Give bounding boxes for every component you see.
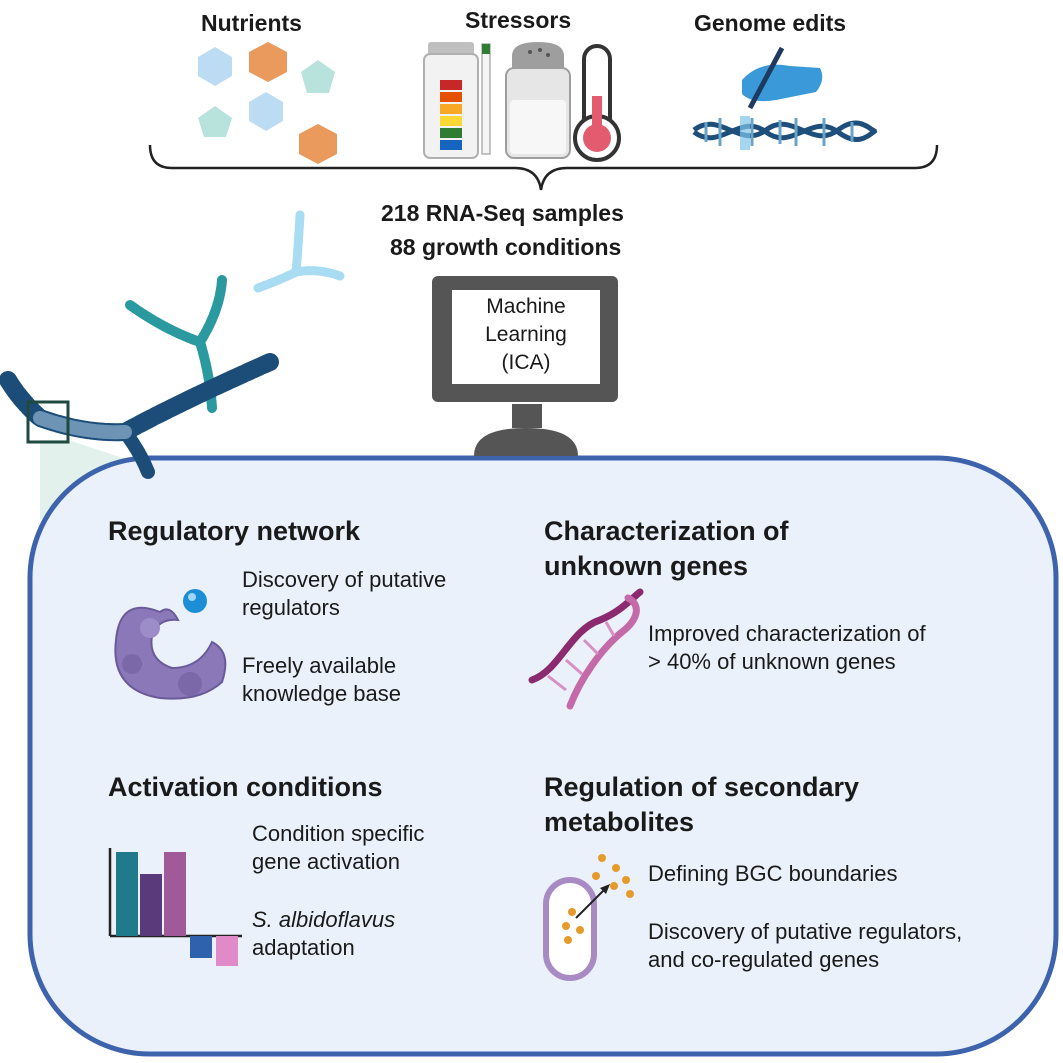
- samples-count: 218 RNA-Seq samples: [381, 200, 624, 226]
- characterization-title-line-2: unknown genes: [544, 551, 749, 581]
- characterization-title: Characterization of unknown genes: [544, 514, 789, 584]
- activation-conditions-title: Activation conditions: [108, 772, 383, 802]
- regulatory-point-1-line-1: Discovery of putative: [242, 567, 447, 592]
- bar-3: [164, 852, 186, 936]
- activation-bar-chart: [108, 848, 242, 966]
- secondary-title-line-1: Regulation of secondary: [544, 772, 860, 802]
- results-panel: [27, 455, 1059, 1057]
- bar-1: [116, 852, 138, 936]
- secondary-point-2-line-1: Discovery of putative regulators,: [648, 919, 963, 944]
- monitor-icon: [432, 276, 618, 456]
- monitor-line-3: (ICA): [501, 351, 551, 374]
- characterization-title-line-1: Characterization of: [544, 516, 789, 546]
- regulatory-point-2-line-2: knowledge base: [242, 681, 402, 706]
- thermometer-icon: [573, 44, 621, 162]
- zoom-square: [26, 400, 70, 444]
- regulatory-point-1: Discovery of putative regulators: [242, 566, 446, 622]
- genome-edits-label: Genome edits: [694, 10, 847, 36]
- regulatory-point-2-line-1: Freely available: [242, 653, 397, 678]
- hyphae-illustration: [0, 210, 345, 479]
- genome-edit-icon: [692, 46, 878, 150]
- nutrients-icon: [198, 42, 337, 164]
- dna-helix-icon: [528, 588, 644, 710]
- secondary-metabolites-title: Regulation of secondary metabolites: [544, 770, 859, 840]
- secondary-point-2: Discovery of putative regulators, and co…: [648, 918, 962, 974]
- nutrients-label: Nutrients: [201, 10, 302, 36]
- secondary-title-line-2: metabolites: [544, 807, 695, 837]
- activation-point-2-line-2: adaptation: [252, 935, 355, 960]
- secondary-point-1: Defining BGC boundaries: [648, 861, 898, 886]
- bar-2: [140, 874, 162, 936]
- activation-point-2-line-1: S. albidoflavus: [252, 907, 396, 932]
- stressors-label: Stressors: [465, 7, 572, 33]
- bacterium-icon: [543, 854, 634, 981]
- ph-strips-icon: [423, 42, 491, 159]
- monitor-line-1: Machine: [486, 295, 566, 318]
- characterization-point-1-line-2: > 40% of unknown genes: [648, 649, 896, 674]
- bar-5: [216, 936, 238, 966]
- characterization-point-1: Improved characterization of > 40% of un…: [648, 620, 926, 676]
- secondary-point-2-line-2: and co-regulated genes: [648, 947, 880, 972]
- monitor-screen-text: Machine Learning (ICA): [452, 293, 600, 377]
- regulatory-network-title: Regulatory network: [108, 516, 361, 546]
- activation-point-1: Condition specific gene activation: [252, 820, 424, 876]
- activation-point-2: S. albidoflavus adaptation: [252, 906, 395, 962]
- characterization-point-1-line-1: Improved characterization of: [648, 621, 926, 646]
- activation-point-1-line-2: gene activation: [252, 849, 400, 874]
- monitor-line-2: Learning: [485, 323, 567, 346]
- bar-4: [190, 936, 212, 958]
- regulatory-point-1-line-2: regulators: [242, 595, 340, 620]
- activation-point-1-line-1: Condition specific: [252, 821, 425, 846]
- regulatory-point-2: Freely available knowledge base: [242, 652, 401, 708]
- conditions-count: 88 growth conditions: [390, 234, 622, 260]
- protein-icon: [114, 589, 227, 700]
- salt-shaker-icon: [505, 42, 571, 159]
- grouping-brace: [148, 144, 939, 191]
